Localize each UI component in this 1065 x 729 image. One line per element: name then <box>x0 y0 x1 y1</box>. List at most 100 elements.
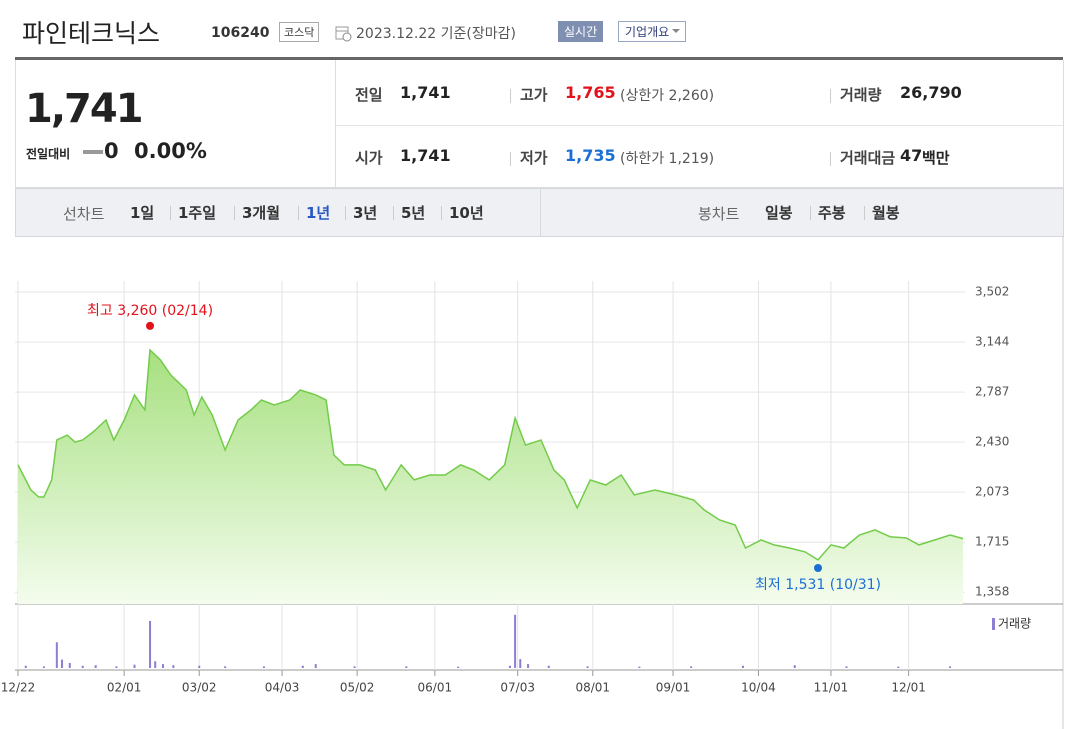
period-tab[interactable]: 1일 <box>130 204 155 222</box>
volume-bar <box>149 620 152 668</box>
quote-box <box>15 60 1064 188</box>
y-tick-label: 2,430 <box>975 435 1009 449</box>
period-tab[interactable]: 3년 <box>353 204 378 222</box>
volume-bar <box>845 666 848 668</box>
candle-tab[interactable]: 월봉 <box>872 204 900 222</box>
flat-icon <box>83 150 103 154</box>
stat-value: 26,790 <box>900 83 962 102</box>
volume-bar <box>519 659 522 668</box>
period-tab[interactable]: 3개월 <box>242 204 281 222</box>
stat-unit: 백만 <box>922 149 950 167</box>
period-tab[interactable]: 10년 <box>449 204 484 222</box>
company-info-button[interactable]: 기업개요 <box>618 21 687 42</box>
x-tick-label: 08/01 <box>575 681 610 695</box>
company-info-label: 기업개요 <box>625 25 670 39</box>
volume-legend: 거래량 <box>998 617 1031 631</box>
period-tab[interactable]: 1주일 <box>178 204 217 222</box>
y-tick-label: 1,358 <box>975 585 1009 599</box>
change-rate: 0.00% <box>134 139 207 163</box>
volume-bar <box>81 665 84 668</box>
volume-bar <box>154 661 157 668</box>
stat-separator <box>510 152 511 166</box>
stat-limit: (상한가 2,260) <box>620 88 715 104</box>
annotation-dot <box>146 321 155 330</box>
tab-separator <box>170 206 171 220</box>
chart: 3,502 3,144 2,787 2,430 2,073 1,715 1,358 12/22… <box>1 236 1064 729</box>
volume-bar <box>897 666 900 668</box>
volume-bar <box>690 666 693 668</box>
volume-bar <box>949 666 952 668</box>
tab-separator <box>298 206 299 220</box>
stat-limit: (하한가 1,219) <box>620 151 715 167</box>
volume-bar <box>94 665 97 668</box>
base-date: 2023.12.22 기준(장마감) <box>356 26 516 42</box>
volume-bar <box>547 665 550 668</box>
x-tick-label: 05/02 <box>340 681 375 695</box>
volume-bar <box>224 666 227 668</box>
x-tick-label: 10/04 <box>741 681 776 695</box>
stat-value: 1,765 <box>565 83 616 102</box>
volume-bar <box>793 665 796 668</box>
line-chart-label: 선차트 <box>63 205 105 223</box>
volume-bar <box>61 659 64 668</box>
annotation-label: 최고 3,260 (02/14) <box>87 303 213 319</box>
tab-separator <box>810 206 811 220</box>
y-tick-label: 3,144 <box>975 335 1009 349</box>
realtime-button[interactable]: 실시간 <box>558 21 604 42</box>
x-tick-label: 02/01 <box>107 681 142 695</box>
stat-label: 저가 <box>520 149 548 167</box>
volume-bar <box>161 664 164 668</box>
x-tick-label: 04/03 <box>265 681 300 695</box>
stat-value: 47 <box>900 146 923 165</box>
current-price: 1,741 <box>25 86 144 132</box>
y-tick-label: 2,073 <box>975 485 1009 499</box>
volume-bar <box>457 666 460 668</box>
change-value: 0 <box>104 139 119 163</box>
x-tick-label: 12/01 <box>891 681 926 695</box>
stat-label: 거래량 <box>840 86 882 104</box>
volume-bar <box>405 666 408 668</box>
volume-bar <box>638 666 641 668</box>
annotation-label: 최저 1,531 (10/31) <box>755 577 881 593</box>
volume-bar <box>314 664 317 668</box>
stat-label: 시가 <box>355 149 383 167</box>
volume-bar <box>586 666 589 668</box>
stock-name: 파인테크닉스 <box>22 19 161 48</box>
tab-bar <box>15 188 1064 237</box>
period-tab[interactable]: 1년 <box>306 204 331 222</box>
market-badge: 코스닥 <box>279 22 320 42</box>
stat-value: 1,735 <box>565 146 616 165</box>
y-tick-label: 1,715 <box>975 535 1009 549</box>
dropdown-arrow <box>672 29 681 37</box>
calendar-icon <box>335 26 352 42</box>
candle-chart-label: 봉차트 <box>698 205 740 223</box>
stock-code: 106240 <box>211 25 270 41</box>
volume-bar <box>172 665 175 668</box>
x-tick-label: 09/01 <box>656 681 691 695</box>
tab-separator <box>234 206 235 220</box>
stat-label: 전일 <box>355 86 383 104</box>
x-tick-label: 06/01 <box>418 681 453 695</box>
x-tick-label: 11/01 <box>814 681 849 695</box>
stat-value: 1,741 <box>400 83 451 102</box>
volume-bar <box>527 664 530 668</box>
stat-value: 1,741 <box>400 146 451 165</box>
candle-tab[interactable]: 주봉 <box>818 204 846 222</box>
volume-bar <box>741 665 744 668</box>
volume-bar <box>353 666 356 668</box>
candle-tab[interactable]: 일봉 <box>765 204 793 222</box>
period-tab[interactable]: 5년 <box>401 204 426 222</box>
volume-bar <box>301 665 304 668</box>
tab-separator <box>864 206 865 220</box>
price-line <box>17 348 964 561</box>
volume-bar <box>68 662 71 668</box>
volume-bar <box>508 665 511 668</box>
annotation-dot <box>814 564 823 573</box>
volume-bar <box>115 666 118 668</box>
change-label: 전일대비 <box>26 147 71 161</box>
stat-label: 고가 <box>520 86 548 104</box>
volume-bar <box>133 664 136 668</box>
volume-bar <box>24 665 27 668</box>
volume-bar <box>262 666 265 668</box>
